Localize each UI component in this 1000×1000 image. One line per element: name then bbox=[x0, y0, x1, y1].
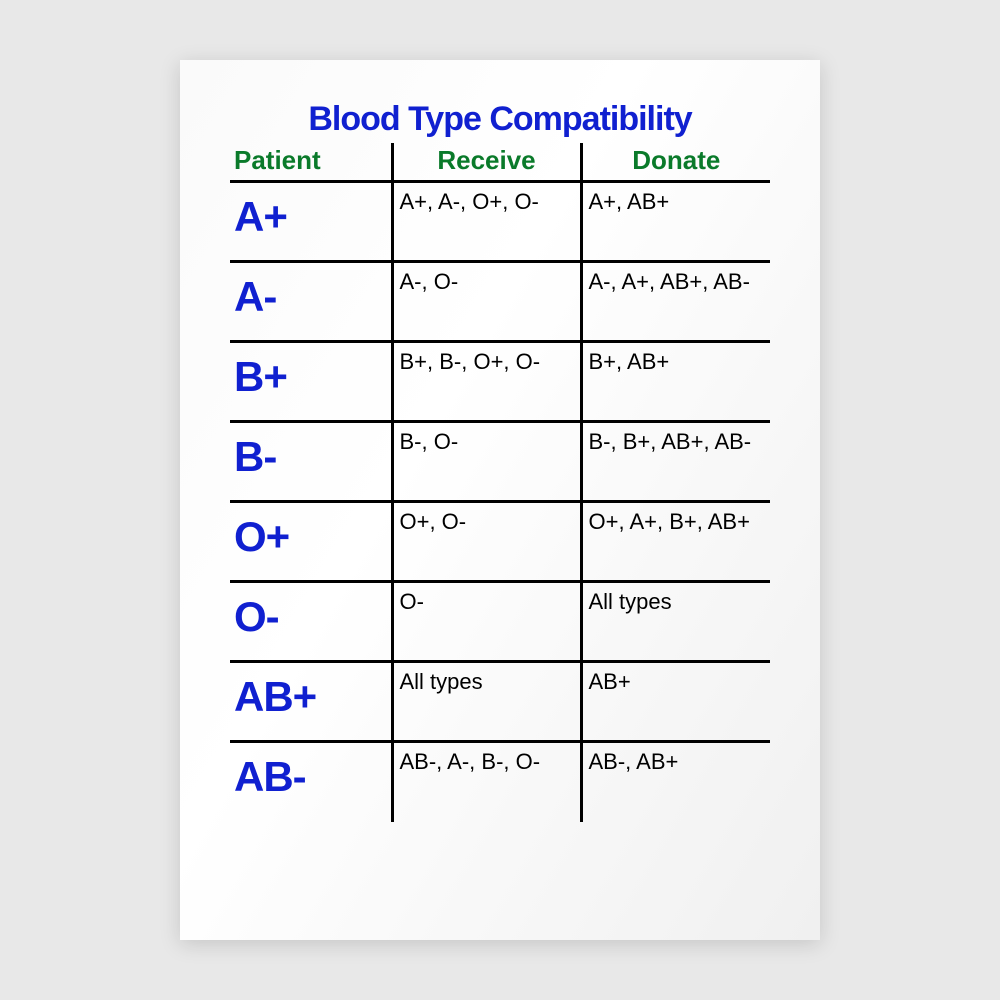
table-row: A+A+, A-, O+, O-A+, AB+ bbox=[230, 182, 770, 262]
table-row: O-O-All types bbox=[230, 582, 770, 662]
donate-cell: A-, A+, AB+, AB- bbox=[581, 262, 770, 342]
receive-cell: A+, A-, O+, O- bbox=[392, 182, 581, 262]
table-row: A-A-, O-A-, A+, AB+, AB- bbox=[230, 262, 770, 342]
receive-cell: O+, O- bbox=[392, 502, 581, 582]
receive-cell: AB-, A-, B-, O- bbox=[392, 742, 581, 822]
patient-cell: O+ bbox=[230, 502, 392, 582]
patient-cell: B- bbox=[230, 422, 392, 502]
chart-title: Blood Type Compatibility bbox=[230, 100, 770, 139]
donate-cell: AB-, AB+ bbox=[581, 742, 770, 822]
donate-cell: B-, B+, AB+, AB- bbox=[581, 422, 770, 502]
receive-cell: B+, B-, O+, O- bbox=[392, 342, 581, 422]
patient-cell: A+ bbox=[230, 182, 392, 262]
table-row: B-B-, O-B-, B+, AB+, AB- bbox=[230, 422, 770, 502]
header-row: Patient Receive Donate bbox=[230, 143, 770, 182]
donate-cell: B+, AB+ bbox=[581, 342, 770, 422]
receive-cell: All types bbox=[392, 662, 581, 742]
compatibility-table: Patient Receive Donate A+A+, A-, O+, O-A… bbox=[230, 143, 770, 822]
patient-cell: AB- bbox=[230, 742, 392, 822]
donate-cell: A+, AB+ bbox=[581, 182, 770, 262]
table-row: O+O+, O-O+, A+, B+, AB+ bbox=[230, 502, 770, 582]
receive-cell: A-, O- bbox=[392, 262, 581, 342]
poster: Blood Type Compatibility Patient Receive… bbox=[180, 60, 820, 940]
patient-cell: AB+ bbox=[230, 662, 392, 742]
header-receive: Receive bbox=[392, 143, 581, 182]
table-row: AB-AB-, A-, B-, O-AB-, AB+ bbox=[230, 742, 770, 822]
patient-cell: B+ bbox=[230, 342, 392, 422]
donate-cell: AB+ bbox=[581, 662, 770, 742]
receive-cell: O- bbox=[392, 582, 581, 662]
donate-cell: O+, A+, B+, AB+ bbox=[581, 502, 770, 582]
table-row: AB+All typesAB+ bbox=[230, 662, 770, 742]
receive-cell: B-, O- bbox=[392, 422, 581, 502]
header-donate: Donate bbox=[581, 143, 770, 182]
header-patient: Patient bbox=[230, 143, 392, 182]
patient-cell: O- bbox=[230, 582, 392, 662]
table-row: B+B+, B-, O+, O-B+, AB+ bbox=[230, 342, 770, 422]
donate-cell: All types bbox=[581, 582, 770, 662]
patient-cell: A- bbox=[230, 262, 392, 342]
